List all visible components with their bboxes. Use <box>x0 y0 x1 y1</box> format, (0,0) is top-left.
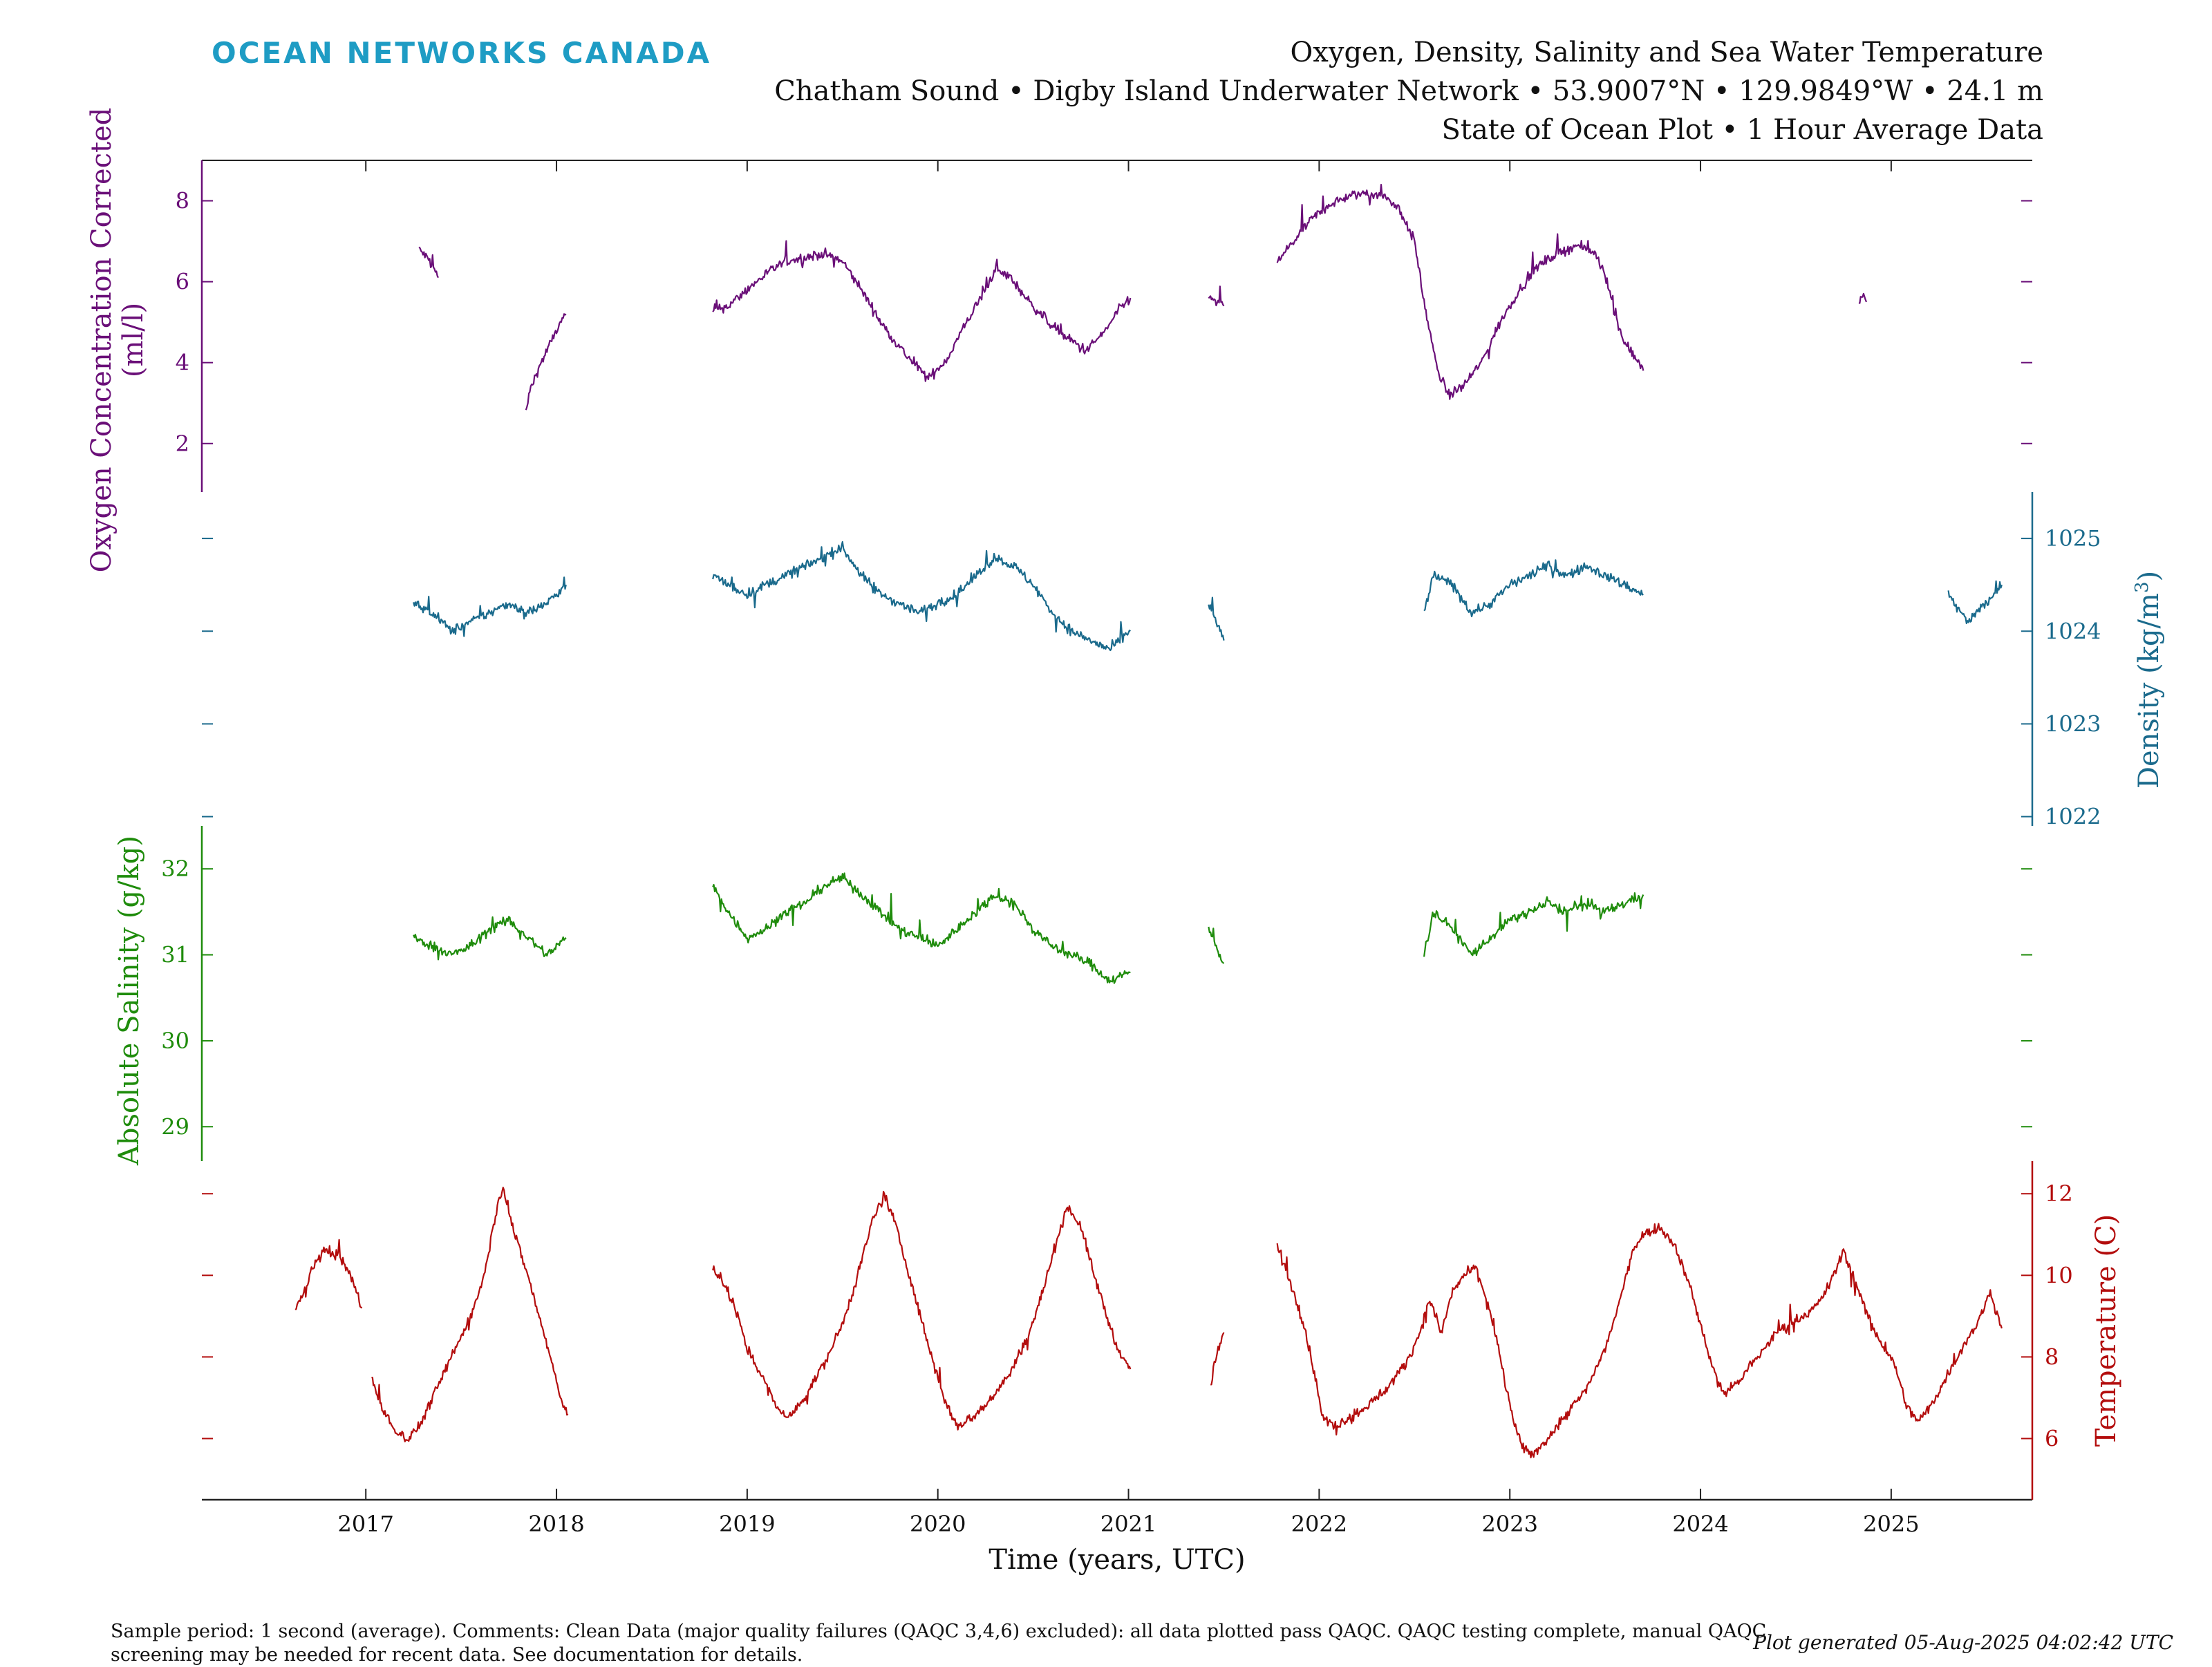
plot-generated-timestamp: Plot generated 05-Aug-2025 04:02:42 UTC <box>1753 1631 2173 1654</box>
oxygen-axis-label: Oxygen Concentration Corrected(ml/l) <box>86 108 149 573</box>
title-line-1: Oxygen, Density, Salinity and Sea Water … <box>1290 37 2044 68</box>
temperature-series-segment-4 <box>1210 1332 1225 1386</box>
density-series-segment-1 <box>413 576 567 637</box>
temperature-tick-label-8: 8 <box>2045 1344 2059 1370</box>
footer-comments: Sample period: 1 second (average). Comme… <box>111 1621 1767 1666</box>
brand-logo: OCEAN NETWORKS CANADA <box>212 36 712 70</box>
x-tick-label-2025: 2025 <box>1863 1511 1919 1537</box>
salinity-series-segment-1 <box>413 916 567 961</box>
x-tick-label-2024: 2024 <box>1672 1511 1728 1537</box>
density-tick-label-1022: 1022 <box>2045 804 2101 830</box>
oxygen-tick-label-6: 6 <box>176 269 189 295</box>
salinity-tick-label-30: 30 <box>161 1028 189 1054</box>
oxygen-series-segment-5 <box>1276 184 1644 400</box>
oxygen-tick-label-4: 4 <box>176 350 189 376</box>
salinity-tick-label-29: 29 <box>161 1113 189 1140</box>
oxygen-series-segment-1 <box>418 246 439 279</box>
salinity-series-segment-2 <box>712 872 1131 984</box>
salinity-tick-label-32: 32 <box>161 856 189 882</box>
temperature-series-segment-5 <box>1276 1223 2003 1459</box>
density-series-segment-3 <box>1208 596 1225 641</box>
oxygen-tick-label-8: 8 <box>176 188 189 214</box>
x-tick-label-2020: 2020 <box>910 1511 966 1537</box>
salinity-series-segment-4 <box>1423 892 1644 957</box>
salinity-tick-label-31: 31 <box>161 942 189 968</box>
temperature-series-segment-2 <box>371 1187 569 1442</box>
x-tick-label-2017: 2017 <box>337 1511 393 1537</box>
title-line-2: Chatham Sound • Digby Island Underwater … <box>774 75 2043 107</box>
temperature-series-segment-1 <box>294 1239 363 1310</box>
chart-title: Oxygen, Density, Salinity and Sea Water … <box>774 33 2043 149</box>
oxygen-tick-label-2: 2 <box>176 431 189 457</box>
density-series-segment-2 <box>712 540 1131 652</box>
temperature-tick-label-10: 10 <box>2045 1262 2073 1288</box>
x-tick-label-2021: 2021 <box>1100 1511 1156 1537</box>
oxygen-series-segment-6 <box>1858 292 1868 304</box>
density-tick-label-1024: 1024 <box>2045 618 2101 644</box>
oxygen-series-segment-3 <box>712 240 1132 382</box>
density-axis-label: Density (kg/m3) <box>2132 571 2165 789</box>
density-series-segment-4 <box>1423 559 1644 618</box>
title-line-3: State of Ocean Plot • 1 Hour Average Dat… <box>1441 114 2043 146</box>
density-tick-label-1023: 1023 <box>2045 710 2101 737</box>
temperature-tick-label-6: 6 <box>2045 1425 2059 1451</box>
oxygen-series-segment-4 <box>1208 285 1225 307</box>
temperature-tick-label-12: 12 <box>2045 1180 2073 1207</box>
x-tick-label-2018: 2018 <box>528 1511 584 1537</box>
temperature-series-segment-3 <box>712 1191 1132 1431</box>
x-tick-label-2023: 2023 <box>1481 1511 1537 1537</box>
x-axis-label: Time (years, UTC) <box>988 1544 1245 1576</box>
salinity-series-segment-3 <box>1208 926 1225 964</box>
density-tick-label-1025: 1025 <box>2045 525 2101 552</box>
salinity-axis-label: Absolute Salinity (g/kg) <box>113 836 145 1166</box>
x-tick-label-2022: 2022 <box>1291 1511 1347 1537</box>
density-series-segment-5 <box>1947 580 2003 625</box>
temperature-axis-label: Temperature (C) <box>2090 1214 2122 1447</box>
x-tick-label-2019: 2019 <box>719 1511 775 1537</box>
oxygen-series-segment-2 <box>525 313 567 411</box>
